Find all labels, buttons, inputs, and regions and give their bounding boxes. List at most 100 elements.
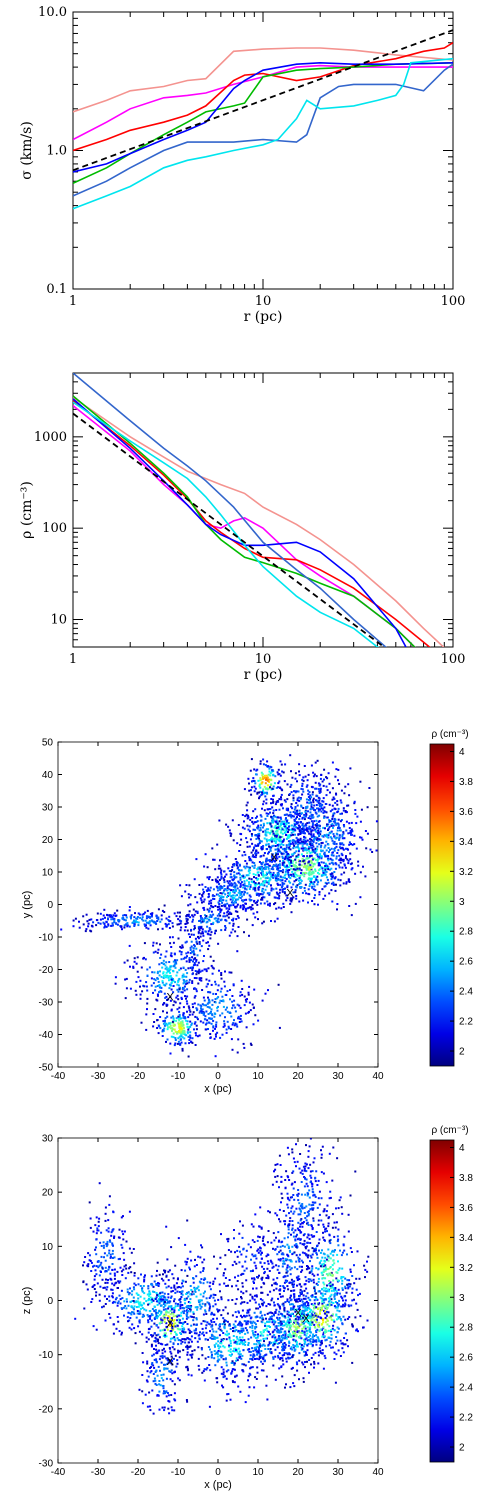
- data-point: [269, 1348, 272, 1350]
- data-point: [255, 821, 258, 823]
- data-point: [305, 864, 308, 867]
- data-point: [247, 777, 250, 780]
- data-point: [84, 930, 87, 933]
- data-point: [331, 823, 334, 825]
- data-point: [354, 812, 357, 815]
- data-point: [236, 867, 239, 870]
- data-point: [316, 837, 319, 840]
- data-point: [326, 878, 329, 881]
- data-point: [335, 768, 338, 771]
- data-point: [161, 981, 164, 984]
- data-point: [177, 984, 180, 987]
- data-point: [133, 1308, 135, 1311]
- data-point: [309, 844, 312, 847]
- data-point: [167, 1285, 170, 1288]
- data-point: [166, 1392, 169, 1394]
- data-point: [318, 820, 321, 823]
- data-point: [325, 811, 328, 814]
- data-point: [309, 828, 312, 831]
- data-point: [185, 979, 188, 982]
- data-point: [165, 1377, 168, 1380]
- data-point: [340, 873, 343, 876]
- data-point: [184, 923, 187, 925]
- data-point: [194, 910, 197, 913]
- data-point: [338, 834, 341, 837]
- data-point: [111, 1242, 114, 1245]
- data-point: [241, 1363, 244, 1366]
- data-point: [187, 1035, 190, 1038]
- data-point: [156, 917, 159, 920]
- data-point: [261, 896, 263, 899]
- data-point: [176, 1319, 179, 1322]
- data-point: [361, 838, 364, 841]
- data-point: [105, 1229, 108, 1232]
- series-line-5: [73, 373, 387, 647]
- data-point: [83, 1261, 86, 1264]
- data-point: [303, 836, 306, 839]
- data-point: [217, 893, 220, 896]
- data-point: [128, 1210, 131, 1213]
- data-point: [338, 854, 341, 857]
- data-point: [162, 1392, 165, 1395]
- data-point: [337, 827, 339, 829]
- data-point: [288, 862, 291, 865]
- data-point: [282, 807, 284, 810]
- data-point: [92, 1325, 95, 1328]
- data-point: [155, 1384, 158, 1386]
- data-point: [165, 1390, 167, 1393]
- data-point: [235, 884, 238, 887]
- data-point: [188, 1009, 191, 1012]
- data-point: [271, 830, 274, 833]
- data-point: [183, 985, 186, 988]
- data-point: [318, 872, 321, 875]
- data-point: [166, 1357, 169, 1360]
- data-point: [378, 839, 380, 841]
- data-point: [152, 1364, 155, 1367]
- data-point: [143, 1278, 146, 1281]
- data-point: [107, 924, 110, 927]
- data-point: [308, 791, 311, 794]
- data-point: [285, 825, 288, 828]
- data-point: [329, 848, 331, 851]
- data-point: [318, 868, 321, 871]
- data-point: [333, 835, 336, 838]
- data-point: [291, 828, 294, 831]
- data-point: [192, 960, 194, 963]
- data-point: [145, 917, 148, 920]
- data-point: [195, 858, 198, 861]
- data-point: [268, 904, 271, 907]
- data-point: [218, 1283, 221, 1286]
- data-point: [218, 879, 221, 881]
- data-point: [345, 820, 348, 823]
- data-point: [304, 823, 307, 826]
- data-point: [165, 1395, 168, 1398]
- data-point: [290, 865, 293, 867]
- data-point: [317, 869, 320, 872]
- data-point: [348, 843, 351, 846]
- data-point: [302, 849, 305, 852]
- data-point: [351, 843, 354, 846]
- data-point: [163, 1024, 166, 1027]
- data-point: [174, 1030, 177, 1033]
- data-point: [249, 858, 251, 861]
- data-point: [181, 1036, 184, 1039]
- data-point: [171, 1359, 174, 1362]
- data-point: [120, 1289, 123, 1292]
- data-point: [165, 1322, 168, 1325]
- data-point: [94, 1248, 97, 1251]
- data-point: [246, 885, 249, 888]
- data-point: [111, 1288, 114, 1291]
- data-point: [256, 868, 259, 870]
- data-point: [299, 860, 302, 863]
- data-point: [144, 1274, 146, 1277]
- data-point: [185, 917, 188, 920]
- data-point: [191, 1353, 194, 1356]
- data-point: [289, 828, 292, 831]
- data-point: [139, 997, 142, 1000]
- data-point: [118, 919, 121, 922]
- data-point: [212, 1296, 215, 1299]
- data-point: [209, 1305, 212, 1308]
- data-point: [256, 1339, 258, 1342]
- data-point: [180, 953, 183, 956]
- data-point: [272, 794, 275, 797]
